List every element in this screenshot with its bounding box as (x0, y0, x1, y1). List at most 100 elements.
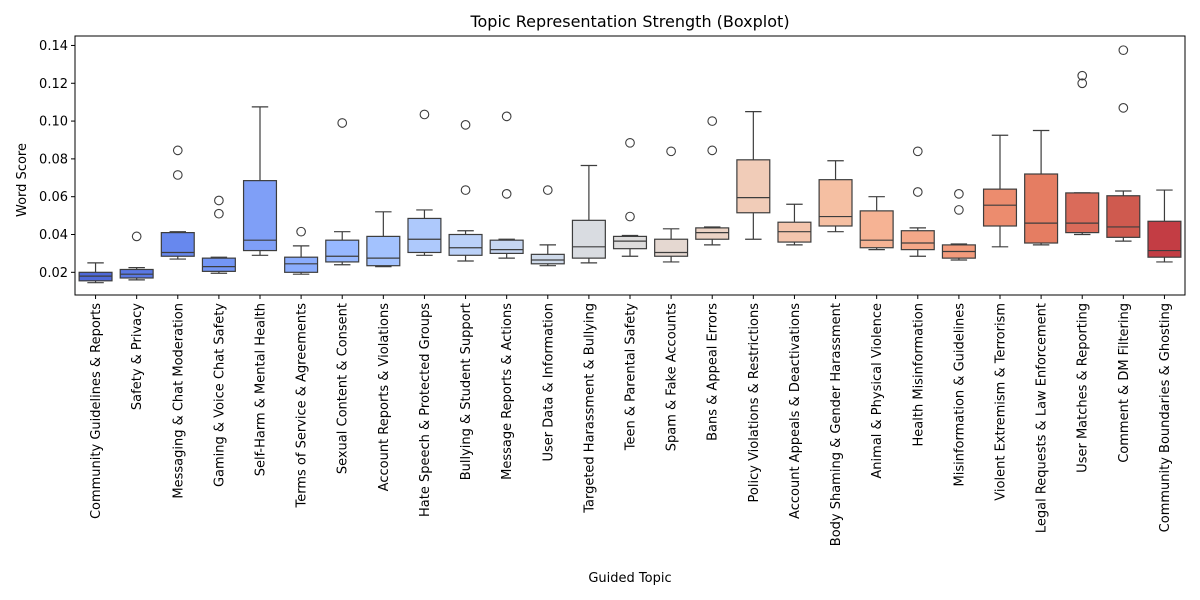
outlier-point (172, 145, 183, 156)
outlier-point (707, 116, 718, 126)
outlier-point (460, 120, 471, 130)
x-axis-title: Guided Topic (588, 571, 671, 586)
y-tick-label: 0.14 (39, 39, 68, 54)
outlier-point (172, 170, 183, 180)
box-group (325, 118, 360, 266)
y-tick-label: 0.02 (39, 266, 68, 281)
box-body (407, 217, 442, 254)
x-tick-label: Policy Violations & Restrictions (747, 303, 762, 503)
outlier-point (337, 118, 348, 128)
x-tick-label: Health Misinformation (911, 303, 926, 446)
box-group (1147, 189, 1182, 263)
box-body (160, 232, 195, 257)
outlier-point (625, 211, 635, 222)
box-body (982, 188, 1018, 227)
x-tick-label: Bans & Appeal Errors (706, 303, 721, 441)
y-axis-title: Word Score (15, 143, 30, 217)
x-tick-label: Hate Speech & Protected Groups (418, 303, 433, 517)
x-tick-label: User Matches & Reporting (1076, 303, 1091, 473)
box-group (1024, 129, 1059, 246)
x-tick-label: Account Reports & Violations (377, 303, 392, 492)
box-group (1106, 45, 1141, 242)
box-body (366, 235, 401, 267)
outlier-point (625, 137, 635, 148)
outlier-point (1077, 78, 1088, 89)
box-group (366, 211, 401, 268)
x-tick-label: Community Guidelines & Reports (89, 303, 104, 519)
box-body (242, 180, 278, 252)
box-body (859, 210, 894, 249)
box-body (1147, 220, 1182, 258)
outlier-point (707, 145, 718, 156)
box-body (201, 257, 236, 272)
box-group (242, 106, 278, 256)
x-tick-label: Targeted Harassment & Bullying (582, 303, 597, 514)
outlier-point (666, 146, 676, 157)
y-tick-label: 0.12 (39, 77, 68, 92)
x-tick-label: Message Reports & Actions (500, 303, 515, 480)
box-group (818, 160, 853, 233)
box-group (530, 185, 565, 267)
outlier-point (954, 205, 964, 215)
box-group (941, 189, 976, 261)
box-group (982, 134, 1018, 248)
outlier-point (501, 111, 512, 122)
x-tick-label: Legal Requests & Law Enforcement (1035, 303, 1050, 533)
y-tick-label: 0.06 (39, 190, 68, 205)
x-tick-label: Terms of Service & Agreements (295, 303, 310, 509)
box-group (119, 231, 154, 281)
box-group (695, 116, 730, 246)
box-body (612, 235, 648, 250)
outlier-point (460, 185, 471, 195)
x-tick-label: Body Shaming & Gender Harassment (829, 303, 844, 546)
x-tick-label: User Data & Information (541, 303, 556, 461)
box-body (1024, 173, 1059, 244)
boxes-layer (78, 45, 1182, 284)
axes-layer: 0.02 0.04 0.06 0.08 0.10 0.12 0.14 Community Gu… (39, 35, 1186, 546)
x-tick-label: Messaging & Chat Moderation (171, 303, 186, 499)
box-group (284, 226, 319, 275)
box-group (736, 111, 771, 240)
box-group (78, 262, 113, 284)
x-tick-label: Spam & Fake Accounts (665, 303, 680, 451)
outlier-point (214, 208, 224, 219)
outlier-point (214, 195, 224, 206)
box-body (695, 227, 730, 240)
x-tick-label: Comment & DM Filtering (1117, 303, 1132, 463)
box-body (654, 238, 689, 257)
box-body (284, 256, 319, 273)
x-tick-label: Safety & Privacy (130, 303, 145, 410)
box-group (160, 145, 195, 260)
box-group (859, 196, 894, 251)
box-group (571, 164, 606, 264)
box-group (777, 203, 812, 246)
outlier-point (954, 189, 964, 199)
box-group (654, 146, 689, 263)
x-tick-label: Self-Harm & Mental Health (254, 303, 269, 476)
x-tick-label: Community Boundaries & Ghosting (1158, 303, 1173, 532)
x-tick-label: Teen & Parental Safety (624, 303, 639, 452)
box-body (571, 219, 606, 259)
box-body (489, 239, 524, 255)
x-tick-label: Animal & Physical Violence (870, 303, 885, 479)
outlier-point (912, 187, 923, 197)
box-body (530, 253, 565, 265)
box-group (201, 195, 236, 274)
box-body (448, 233, 483, 256)
box-group (1065, 70, 1100, 236)
box-group (489, 111, 524, 259)
box-body (818, 179, 853, 227)
box-body (1106, 195, 1141, 238)
y-tick-label: 0.08 (39, 152, 68, 167)
outlier-point (419, 109, 430, 120)
outlier-point (131, 231, 142, 242)
outlier-point (1118, 102, 1129, 113)
box-group (448, 120, 483, 262)
box-group (900, 146, 935, 257)
box-group (407, 109, 442, 256)
x-tick-label: Misinformation & Guidelines (952, 303, 967, 487)
x-tick-label: Sexual Content & Consent (336, 303, 351, 474)
chart-title: Topic Representation Strength (Boxplot) (469, 12, 789, 31)
y-tick-label: 0.10 (39, 115, 68, 130)
